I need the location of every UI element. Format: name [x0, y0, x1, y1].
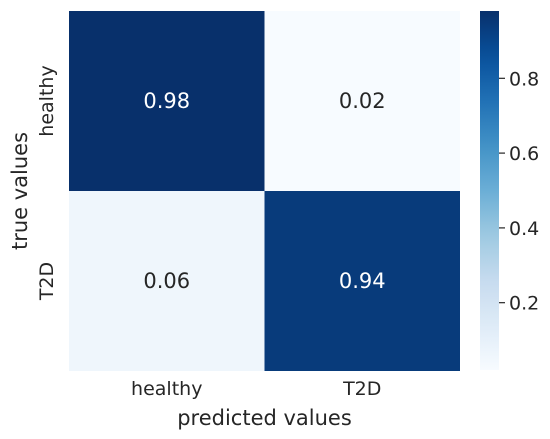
cell-value-label-1-1: 0.94 — [339, 269, 386, 293]
colorbar-tick-label-3: 0.8 — [509, 68, 539, 90]
heatmap-cell-0-0 — [69, 11, 265, 191]
x-tick-label-0: healthy — [131, 378, 202, 400]
y-tick-label-1: T2D — [36, 262, 58, 301]
colorbar-gradient — [480, 11, 499, 370]
colorbar-tick-label-0: 0.2 — [509, 293, 539, 315]
colorbar-tick-label-2: 0.6 — [509, 143, 539, 165]
cell-value-label-1-0: 0.06 — [143, 269, 190, 293]
y-axis-label: true values — [8, 132, 32, 250]
y-tick-label-0: healthy — [36, 65, 58, 136]
y-axis-ticks: healthy T2D — [36, 65, 58, 301]
x-axis-label: predicted values — [177, 406, 352, 430]
heatmap-cells — [69, 11, 460, 371]
colorbar-tick-label-1: 0.4 — [509, 218, 539, 240]
heatmap-cell-1-1 — [264, 191, 460, 371]
cell-value-label-0-1: 0.02 — [339, 89, 386, 113]
x-axis-ticks: healthy T2D — [131, 378, 381, 400]
colorbar: 0.2 0.4 0.6 0.8 — [480, 11, 539, 370]
heatmap-cell-1-0 — [69, 191, 265, 371]
heatmap-cell-0-1 — [264, 11, 460, 191]
x-tick-label-1: T2D — [342, 378, 381, 400]
cell-value-label-0-0: 0.98 — [143, 89, 190, 113]
heatmap-cell-labels: 0.98 0.02 0.06 0.94 — [143, 89, 385, 293]
